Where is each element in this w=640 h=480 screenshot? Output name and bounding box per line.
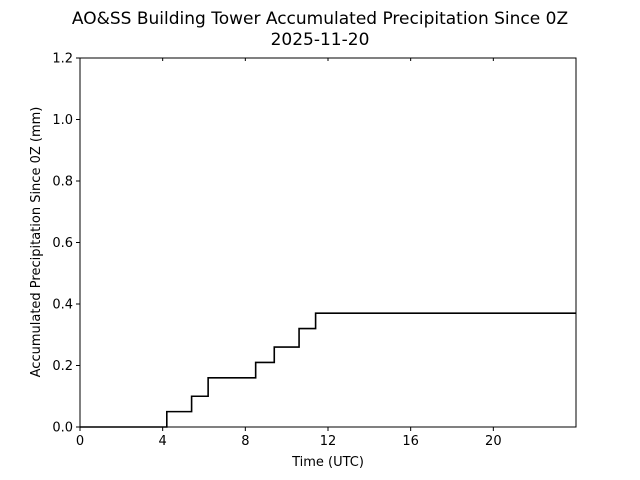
x-tick-label: 16 xyxy=(402,434,419,449)
x-axis: 0 4 8 12 16 20 xyxy=(76,58,502,449)
y-tick-label: 0.0 xyxy=(52,421,73,436)
chart-subtitle: 2025-11-20 xyxy=(271,30,370,50)
x-tick-label: 12 xyxy=(320,434,337,449)
precipitation-line xyxy=(80,312,576,428)
y-tick-label: 0.8 xyxy=(52,175,73,190)
x-tick-label: 4 xyxy=(159,434,167,449)
y-tick-label: 0.2 xyxy=(52,359,73,374)
y-tick-label: 0.4 xyxy=(52,298,73,313)
y-axis: 0.0 0.2 0.4 0.6 0.8 1.0 1.2 xyxy=(52,52,80,436)
y-tick-label: 0.6 xyxy=(52,236,73,251)
y-tick-label: 1.0 xyxy=(52,113,73,128)
x-tick-label: 8 xyxy=(241,434,249,449)
chart-title: AO&SS Building Tower Accumulated Precipi… xyxy=(72,9,568,29)
y-axis-label: Accumulated Precipitation Since 0Z (mm) xyxy=(29,107,44,378)
y-tick-label: 1.2 xyxy=(52,52,73,67)
x-tick-label: 20 xyxy=(485,434,502,449)
x-tick-label: 0 xyxy=(76,434,84,449)
plot-area-frame xyxy=(79,57,577,428)
x-axis-label: Time (UTC) xyxy=(291,455,364,470)
